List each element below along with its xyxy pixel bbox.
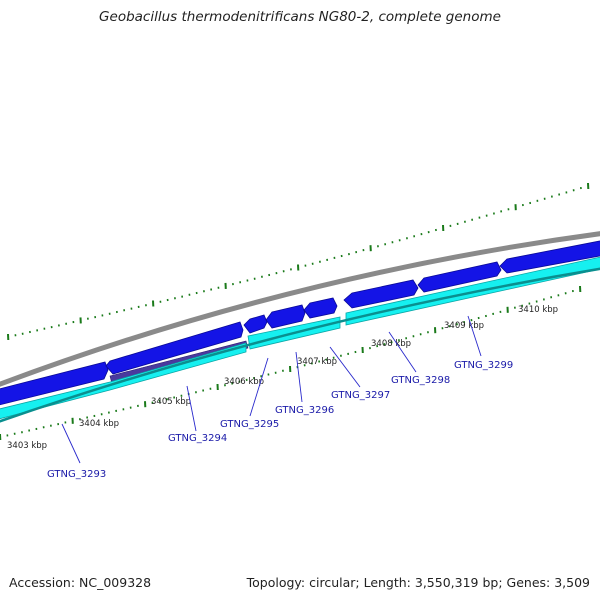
accession-text: Accession: NC_009328 — [9, 575, 152, 590]
gene-label-gtng-3299[interactable]: GTNG_3299 — [454, 360, 513, 371]
tick-marks — [0, 182, 590, 441]
kbp-label-3408: 3408 kbp — [371, 339, 411, 349]
genome-summary-text: Topology: circular; Length: 3,550,319 bp… — [246, 575, 590, 590]
leader-line-gtng-3293 — [61, 423, 81, 464]
cds-feature-next[interactable] — [499, 240, 600, 274]
cds-feature-gtng-3299[interactable] — [417, 261, 502, 293]
forward-strand-features — [0, 240, 600, 406]
reverse-strand-edge — [0, 267, 600, 423]
cds-feature-gtng-3297[interactable] — [303, 297, 338, 319]
kbp-label-3406: 3406 kbp — [224, 377, 264, 387]
cds-feature-gtng-3296[interactable] — [265, 304, 306, 329]
cds-feature-gtng-3294[interactable] — [105, 321, 244, 375]
map-title: Geobacillus thermodenitrificans NG80-2, … — [99, 9, 501, 25]
kbp-label-3407: 3407 kbp — [297, 357, 337, 367]
cds-feature-gtng-3293[interactable] — [0, 361, 109, 406]
gene-label-gtng-3298[interactable]: GTNG_3298 — [391, 375, 450, 386]
leader-line-gtng-3294 — [186, 385, 197, 432]
leader-line-gtng-3295 — [249, 357, 269, 417]
gene-label-gtng-3293[interactable]: GTNG_3293 — [47, 469, 106, 480]
cds-feature-gtng-3295[interactable] — [243, 314, 268, 334]
gene-label-gtng-3294[interactable]: GTNG_3294 — [168, 433, 227, 444]
kbp-label-3410: 3410 kbp — [518, 305, 558, 315]
kbp-labels: 3403 kbp 3404 kbp 3405 kbp 3406 kbp 3407… — [7, 305, 558, 451]
leader-line-gtng-3299 — [467, 315, 482, 357]
kbp-label-3404: 3404 kbp — [79, 419, 119, 429]
kbp-label-3405: 3405 kbp — [151, 397, 191, 407]
reverse-strand-features — [0, 256, 600, 420]
leader-line-gtng-3297 — [329, 346, 361, 388]
gene-labels: GTNG_3293 GTNG_3294 GTNG_3295 GTNG_3296 … — [47, 360, 513, 480]
gene-label-gtng-3296[interactable]: GTNG_3296 — [275, 405, 334, 416]
genome-backbone — [0, 231, 600, 387]
cds-feature-gtng-3298[interactable] — [343, 279, 419, 309]
kbp-label-3409: 3409 kbp — [444, 321, 484, 331]
leader-line-gtng-3298 — [388, 331, 417, 373]
gene-label-gtng-3295[interactable]: GTNG_3295 — [220, 419, 279, 430]
kbp-label-3403: 3403 kbp — [7, 441, 47, 451]
gene-label-gtng-3297[interactable]: GTNG_3297 — [331, 390, 390, 401]
gene-label-lines — [61, 315, 482, 464]
leader-line-gtng-3296 — [295, 351, 303, 403]
